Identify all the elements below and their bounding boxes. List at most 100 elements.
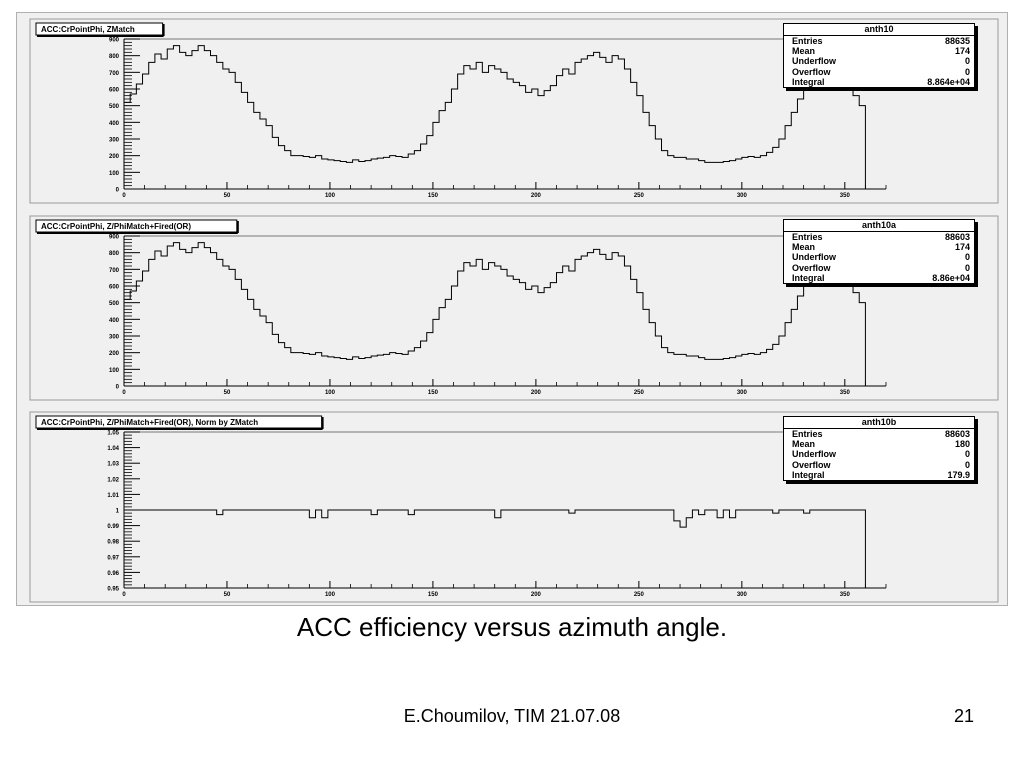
stats-row: Underflow 0: [784, 252, 974, 262]
y-tick-label: 1.01: [107, 493, 119, 499]
stats-value: 88603: [944, 429, 970, 439]
stats-label: Entries: [792, 36, 823, 46]
stats-value: 0: [964, 449, 970, 460]
y-tick-label: 0: [116, 385, 120, 391]
x-tick-label: 50: [224, 193, 231, 199]
slide-caption: ACC efficiency versus azimuth angle.: [296, 612, 728, 642]
x-tick-label: 200: [531, 193, 542, 199]
y-tick-label: 1.04: [107, 446, 119, 452]
y-tick-label: 1: [116, 509, 120, 515]
x-tick-label: 350: [840, 193, 851, 199]
stats-row: Mean 174: [784, 242, 974, 252]
y-tick-label: 0: [116, 188, 120, 194]
y-tick-label: 800: [109, 54, 120, 60]
x-tick-label: 350: [840, 390, 851, 396]
y-tick-label: 500: [109, 301, 120, 307]
stats-label: Underflow: [792, 252, 836, 263]
stats-label: Overflow: [792, 459, 831, 470]
histogram-series: [123, 509, 866, 588]
stats-value: 0: [964, 56, 970, 67]
y-tick-label: 400: [109, 318, 120, 324]
stats-row: Underflow 0: [784, 56, 974, 66]
stats-row: Entries 88603: [784, 429, 974, 439]
stats-box-anth10a: anth10a Entries 88603 Mean 174 Underflow 0 Over…: [783, 219, 975, 285]
x-tick-label: 200: [531, 592, 542, 598]
stats-label: Entries: [792, 429, 823, 439]
stats-value: 8.86e+04: [932, 272, 970, 283]
y-tick-label: 1.03: [107, 462, 119, 468]
stats-value: 174: [954, 242, 970, 253]
x-tick-label: 100: [325, 592, 336, 598]
stats-label: Integral: [792, 76, 825, 87]
y-tick-label: 700: [109, 71, 120, 77]
y-tick-label: 700: [109, 268, 120, 274]
stats-title: anth10: [784, 24, 974, 36]
y-tick-label: 400: [109, 121, 120, 127]
stats-box-anth10b: anth10b Entries 88603 Mean 180 Underflow 0 Over…: [783, 416, 975, 482]
stats-label: Mean: [792, 439, 816, 450]
chart-title: ACC:CrPointPhi, ZMatch: [41, 25, 135, 34]
stats-label: Mean: [792, 242, 816, 253]
y-tick-label: 600: [109, 285, 120, 291]
stats-label: Mean: [792, 46, 816, 57]
chart-title: ACC:CrPointPhi, Z/PhiMatch+Fired(OR): [41, 222, 191, 231]
stats-label: Overflow: [792, 66, 831, 77]
x-tick-label: 50: [224, 592, 231, 598]
stats-row: Overflow 0: [784, 460, 974, 470]
x-tick-label: 300: [737, 592, 748, 598]
stats-value: 180: [954, 439, 970, 450]
y-tick-label: 900: [109, 235, 120, 241]
footer-author: E.Choumilov, TIM 21.07.08: [403, 706, 621, 726]
stats-row: Mean 180: [784, 439, 974, 449]
y-tick-label: 100: [109, 368, 120, 374]
x-tick-label: 250: [634, 592, 645, 598]
stats-row: Underflow 0: [784, 449, 974, 459]
y-tick-label: 0.97: [107, 555, 119, 561]
stats-value: 0: [964, 252, 970, 263]
stats-title: anth10b: [784, 417, 974, 429]
x-tick-label: 0: [122, 390, 126, 396]
stats-value: 0: [964, 262, 970, 273]
stats-label: Overflow: [792, 262, 831, 273]
x-tick-label: 200: [531, 390, 542, 396]
stats-label: Underflow: [792, 449, 836, 460]
stats-row: Mean 174: [784, 46, 974, 56]
stats-value: 88603: [944, 232, 970, 242]
y-tick-label: 0.98: [107, 540, 119, 546]
stats-title: anth10a: [784, 220, 974, 232]
x-tick-label: 100: [325, 193, 336, 199]
x-tick-label: 250: [634, 193, 645, 199]
y-tick-label: 0.95: [107, 587, 119, 593]
y-tick-label: 800: [109, 251, 120, 257]
stats-row: Entries 88635: [784, 36, 974, 46]
stats-label: Integral: [792, 272, 825, 283]
histogram-series: [123, 45, 866, 189]
stats-label: Entries: [792, 232, 823, 242]
y-tick-label: 100: [109, 171, 120, 177]
x-tick-label: 50: [224, 390, 231, 396]
stats-row: Integral 179.9: [784, 470, 974, 480]
stats-value: 179.9: [947, 469, 970, 480]
x-tick-label: 350: [840, 592, 851, 598]
y-tick-label: 1.02: [107, 477, 119, 483]
stats-value: 88635: [944, 36, 970, 46]
stats-box-anth10: anth10 Entries 88635 Mean 174 Underflow 0 Overf…: [783, 23, 975, 89]
histogram-series: [123, 242, 866, 386]
stats-value: 8.864e+04: [927, 76, 970, 87]
y-tick-label: 0.96: [107, 571, 119, 577]
y-tick-label: 0.99: [107, 524, 119, 530]
y-tick-label: 1.05: [107, 431, 119, 437]
x-tick-label: 150: [428, 592, 439, 598]
y-tick-label: 600: [109, 88, 120, 94]
y-tick-label: 500: [109, 104, 120, 110]
stats-row: Integral 8.864e+04: [784, 77, 974, 87]
stats-row: Overflow 0: [784, 67, 974, 77]
y-tick-label: 200: [109, 154, 120, 160]
x-tick-label: 300: [737, 390, 748, 396]
stats-value: 0: [964, 66, 970, 77]
stats-value: 174: [954, 46, 970, 57]
y-tick-label: 300: [109, 335, 120, 341]
stats-row: Overflow 0: [784, 263, 974, 273]
y-tick-label: 900: [109, 38, 120, 44]
